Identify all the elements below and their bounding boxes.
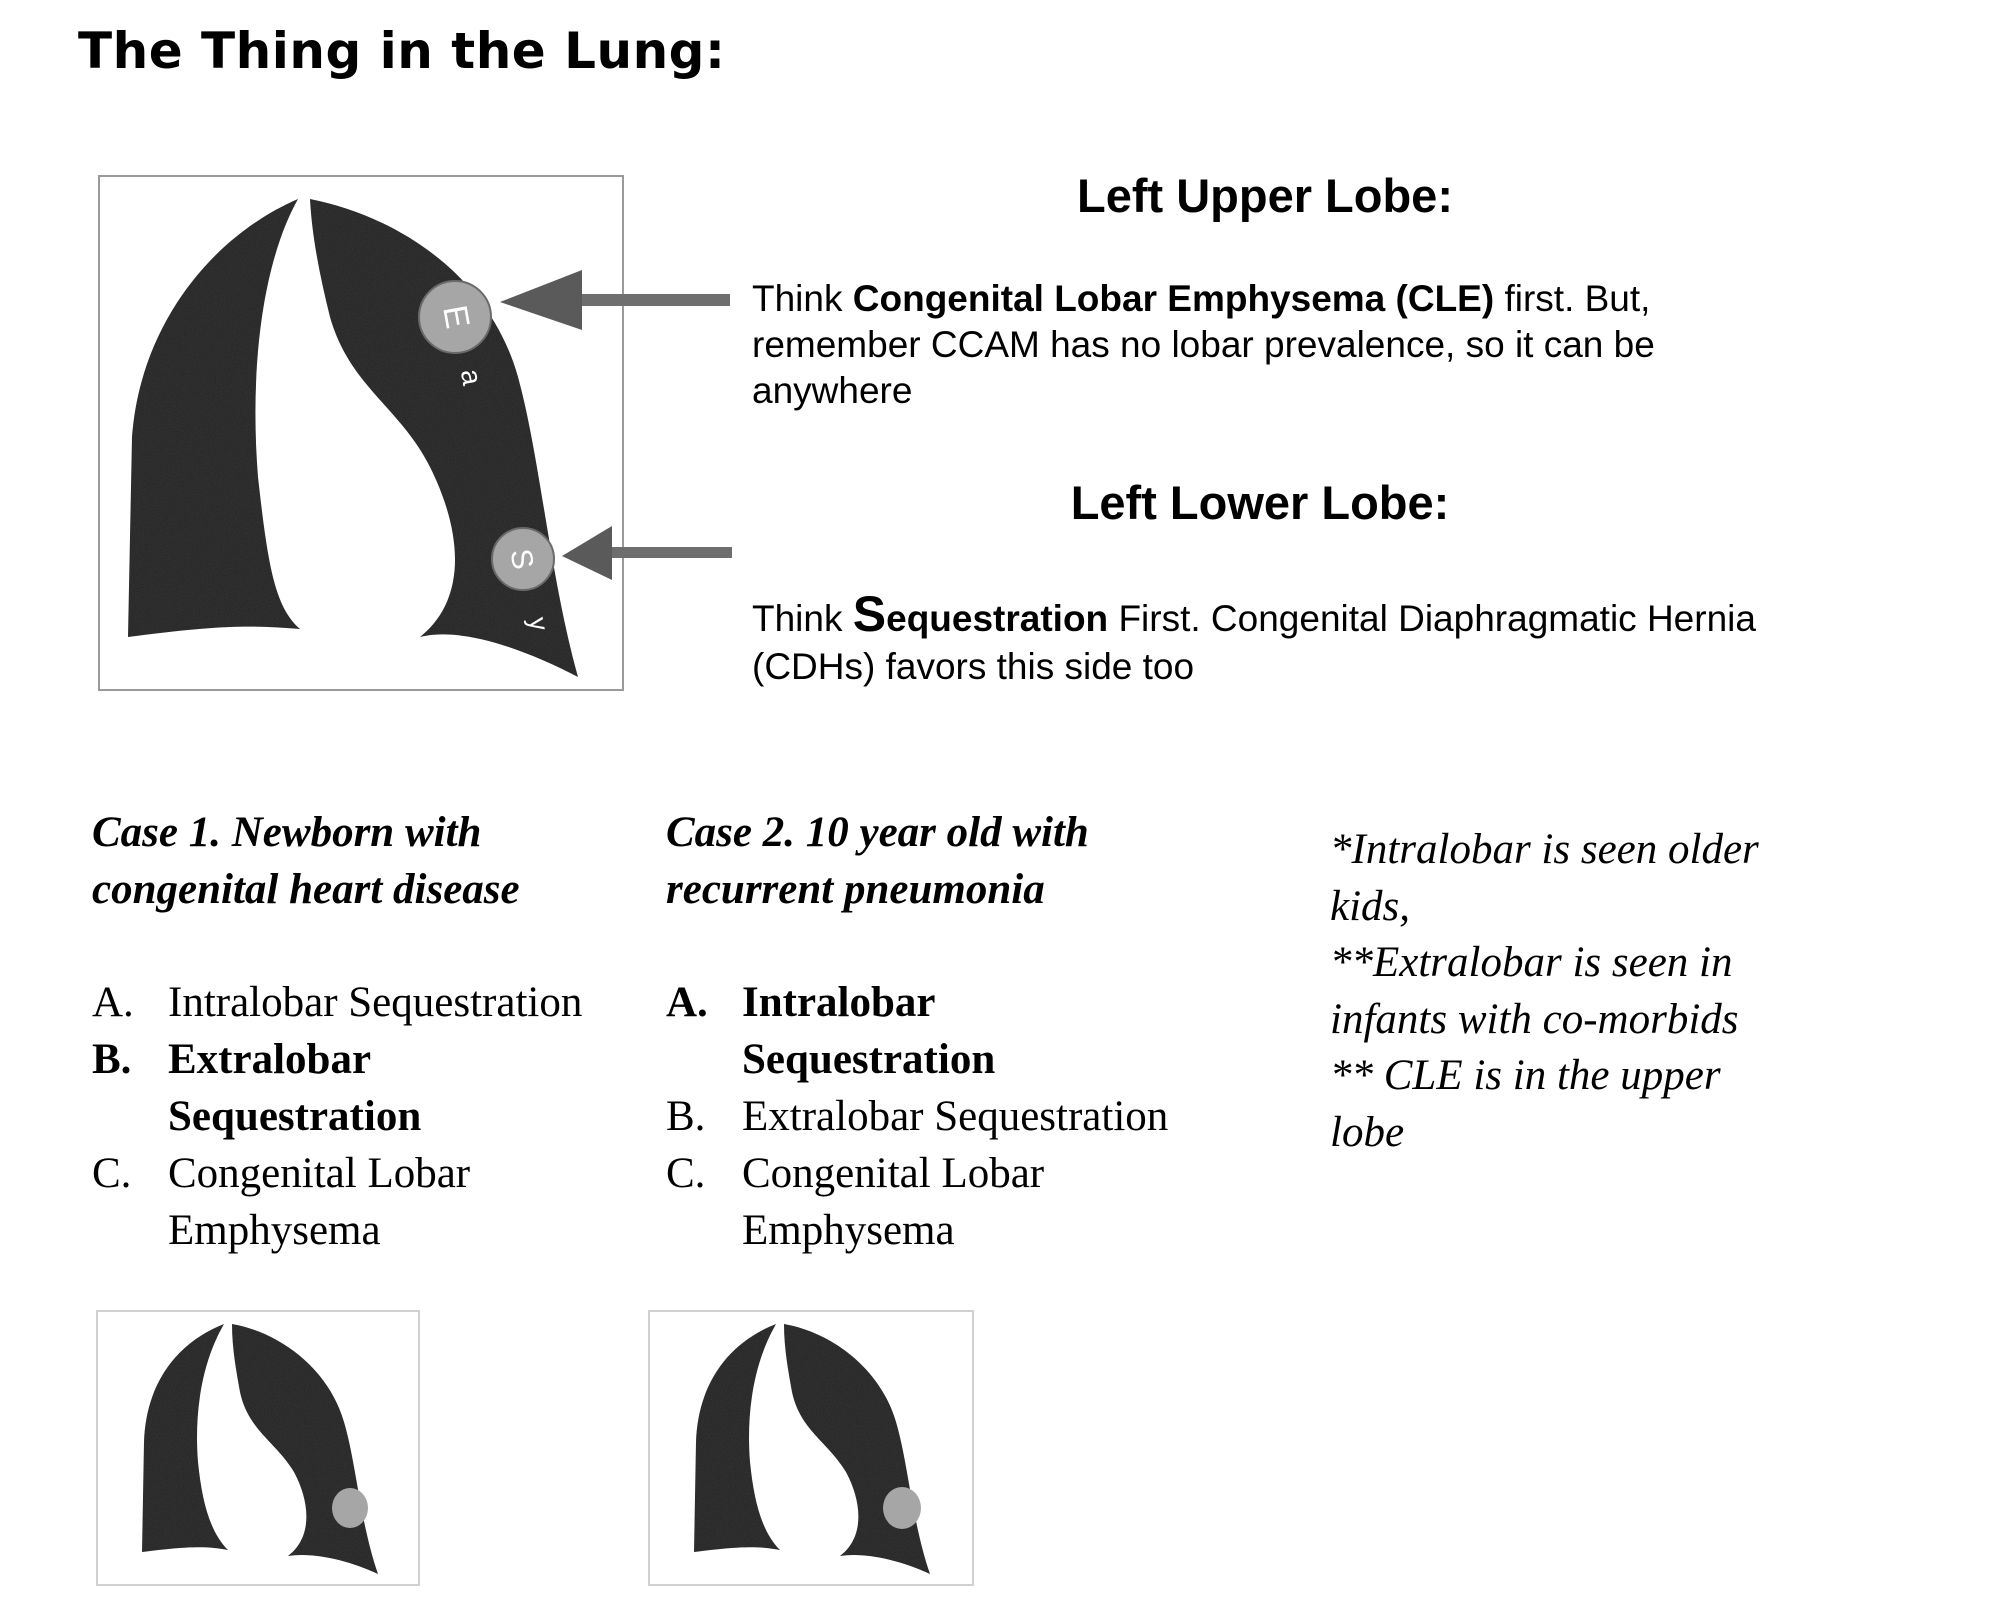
case-1-option-a: A. Intralobar Sequestration <box>92 974 652 1031</box>
lower-marker-sub: y <box>523 615 555 633</box>
lower-lobe-description: Think Sequestration First. Congenital Di… <box>752 589 1812 691</box>
left-lung-grain <box>128 199 300 637</box>
option-label: Intralobar Sequestration <box>168 979 583 1026</box>
upper-arrow-icon <box>500 270 730 330</box>
lower-lobe-marker <box>491 527 555 591</box>
lower-arrow-icon <box>562 526 732 580</box>
note-cle: ** CLE is in the upper lobe <box>1330 1052 1732 1156</box>
upper-lobe-text-prefix: Think <box>752 278 853 319</box>
case-1-option-c: C. Congenital Lobar Emphysema <box>92 1145 652 1259</box>
case-1-left-lung-grain <box>142 1324 228 1552</box>
case-2-options: A. Intralobar Sequestration B. Extraloba… <box>666 974 1226 1259</box>
case-1-lung-diagram <box>142 1324 378 1574</box>
note-extralobar: **Extralobar is seen in infants with co-… <box>1330 939 1744 1043</box>
case-1-right-lobe-grain <box>232 1324 378 1574</box>
option-label: Congenital Lobar Emphysema <box>742 1150 1045 1254</box>
case-2-lung-diagram <box>694 1324 930 1574</box>
option-label: Extralobar Sequestration <box>742 1093 1169 1140</box>
option-letter: B. <box>666 1093 706 1140</box>
case-1-title: Case 1. Newborn with congenital heart di… <box>92 809 520 913</box>
case-1: Case 1. Newborn with congenital heart di… <box>92 804 652 1259</box>
pointer-arrows <box>500 270 732 580</box>
case-1-option-b: B. Extralobar Sequestration <box>92 1031 652 1145</box>
case-2-option-a: A. Intralobar Sequestration <box>666 974 1226 1088</box>
case-2-option-c: C. Congenital Lobar Emphysema <box>666 1145 1226 1259</box>
option-letter: A. <box>666 979 708 1026</box>
upper-lobe-text-bold: Congenital Lobar Emphysema (CLE) <box>852 278 1495 319</box>
option-letter: A. <box>92 979 134 1026</box>
upper-lobe-heading: Left Upper Lobe: <box>1077 169 1453 222</box>
case-2-left-lung-grain <box>694 1324 780 1552</box>
case-2-option-b: B. Extralobar Sequestration <box>666 1088 1226 1145</box>
lower-lobe-text-rest: First. Congenital Diaphragmatic Hernia (… <box>752 598 1756 687</box>
option-letter: B. <box>92 1036 132 1083</box>
option-letter: C. <box>92 1150 132 1197</box>
upper-marker-sub: a <box>455 367 488 388</box>
upper-lobe-marker <box>418 280 492 354</box>
note-intralobar: *Intralobar is seen older kids, <box>1330 826 1770 930</box>
page-title: The Thing in the Lung: <box>78 22 726 80</box>
case-1-options: A. Intralobar Sequestration B. Extraloba… <box>92 974 652 1259</box>
case-1-lesion-marker <box>332 1488 368 1528</box>
option-label: Congenital Lobar Emphysema <box>168 1150 471 1254</box>
lower-lobe-text-bold-rest: equestration <box>886 598 1109 639</box>
upper-lobe-description: Think Congenital Lobar Emphysema (CLE) f… <box>752 276 1812 414</box>
case-1-lung-figure <box>96 1310 420 1586</box>
case-2-title: Case 2. 10 year old with recurrent pneum… <box>666 809 1089 913</box>
lung-diagram: E a S y <box>128 199 578 677</box>
case-2-lesion-marker <box>883 1487 921 1529</box>
option-letter: C. <box>666 1150 706 1197</box>
case-2-right-lobe-grain <box>784 1324 930 1574</box>
side-notes: *Intralobar is seen older kids, **Extral… <box>1330 822 1770 1161</box>
lower-lobe-text-prefix: Think <box>752 598 853 639</box>
option-label: Intralobar Sequestration <box>742 979 996 1083</box>
lower-lobe-text-bold-first: S <box>852 586 887 642</box>
option-label: Extralobar Sequestration <box>168 1036 422 1140</box>
case-2: Case 2. 10 year old with recurrent pneum… <box>666 804 1226 1259</box>
upper-lobe-text-rest: first. But, remember CCAM has no lobar p… <box>752 278 1655 411</box>
lower-lobe-heading: Left Lower Lobe: <box>1070 476 1450 529</box>
main-lung-figure: E a S y <box>98 175 624 691</box>
case-2-lung-figure <box>648 1310 974 1586</box>
